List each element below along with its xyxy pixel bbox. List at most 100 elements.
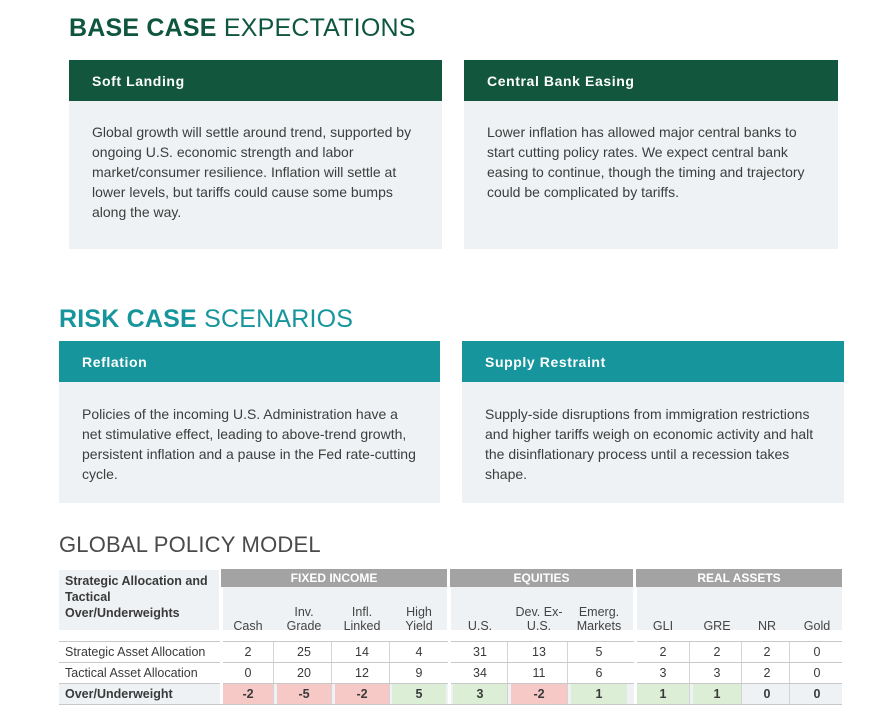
cell-divider (273, 642, 274, 662)
cell-divider (567, 642, 568, 662)
card-body: Policies of the incoming U.S. Administra… (82, 406, 416, 482)
card-heading: Central Bank Easing (464, 60, 838, 101)
table-cell: 31 (473, 645, 487, 659)
table-cell: 2 (244, 645, 252, 659)
column-header: Emerg. Markets (576, 605, 622, 633)
cell-divider (689, 684, 690, 704)
group-header-fixed-income: FIXED INCOME (221, 569, 447, 587)
table-cell: 1 (637, 684, 689, 704)
cell-divider (789, 663, 790, 683)
table-cell: 6 (595, 666, 603, 680)
table-cell: 4 (415, 645, 423, 659)
group-divider (220, 587, 223, 704)
cell-divider (507, 663, 508, 683)
cell-divider (789, 642, 790, 662)
cell-divider (741, 642, 742, 662)
risk-case-title-bold: RISK CASE (59, 305, 197, 333)
cell-divider (389, 642, 390, 662)
table-cell: -2 (223, 684, 273, 704)
table-cell: 2 (763, 645, 771, 659)
table-cell: 13 (532, 645, 546, 659)
base-case-title-rest: EXPECTATIONS (216, 14, 416, 42)
group-divider (448, 587, 451, 704)
column-header: Inv. Grade (286, 605, 322, 633)
column-header: Infl. Linked (343, 605, 381, 633)
table-cell: 2 (713, 645, 721, 659)
group-header-real-assets: REAL ASSETS (636, 569, 842, 587)
cell-divider (389, 684, 390, 704)
policy-model-title: GLOBAL POLICY MODEL (59, 532, 321, 557)
cell-divider (741, 663, 742, 683)
table-cell: 3 (453, 684, 507, 704)
card-soft-landing: Soft Landing Global growth will settle a… (69, 60, 442, 249)
card-supply-restraint: Supply Restraint Supply-side disruptions… (462, 341, 844, 503)
cell-divider (689, 642, 690, 662)
table-cell: 2 (659, 645, 667, 659)
card-heading: Soft Landing (69, 60, 442, 101)
table-cell: 0 (813, 666, 821, 680)
column-header: GLI (652, 619, 674, 633)
risk-case-title: RISK CASE SCENARIOS (59, 305, 353, 334)
policy-model-table: Strategic Allocation and Tactical Over/U… (59, 567, 842, 705)
row-header-label: Strategic Allocation and Tactical Over/U… (59, 570, 219, 630)
risk-case-title-rest: SCENARIOS (196, 305, 354, 333)
card-reflation: Reflation Policies of the incoming U.S. … (59, 341, 440, 503)
group-header-equities: EQUITIES (450, 569, 633, 587)
column-header: Cash (233, 619, 263, 633)
table-cell: 1 (693, 684, 741, 704)
column-header: NR (757, 619, 777, 633)
table-cell: -2 (335, 684, 389, 704)
cell-divider (567, 684, 568, 704)
table-row-label: Tactical Asset Allocation (65, 666, 198, 680)
cell-divider (567, 663, 568, 683)
table-cell: 14 (355, 645, 369, 659)
cell-divider (789, 684, 790, 704)
card-heading: Supply Restraint (462, 341, 844, 382)
table-cell: 9 (415, 666, 423, 680)
table-cell: 0 (793, 684, 841, 704)
group-header-background (636, 587, 842, 630)
cell-divider (389, 663, 390, 683)
table-cell: 12 (355, 666, 369, 680)
table-row-label: Strategic Asset Allocation (65, 645, 206, 659)
column-header: Gold (803, 619, 831, 633)
column-header: U.S. (467, 619, 493, 633)
cell-divider (507, 684, 508, 704)
table-cell: 34 (473, 666, 487, 680)
table-cell: 2 (763, 666, 771, 680)
cell-divider (689, 663, 690, 683)
cell-divider (331, 663, 332, 683)
column-header: High Yield (405, 605, 433, 633)
cell-divider (273, 663, 274, 683)
base-case-title-bold: BASE CASE (69, 14, 217, 42)
cell-divider (331, 642, 332, 662)
table-row-label: Over/Underweight (65, 687, 173, 701)
card-body: Lower inflation has allowed major centra… (487, 124, 805, 200)
table-cell: 1 (571, 684, 627, 704)
table-cell: -5 (277, 684, 331, 704)
cell-divider (331, 684, 332, 704)
column-header: GRE (703, 619, 731, 633)
table-cell: 5 (392, 684, 446, 704)
column-header: Dev. Ex-U.S. (515, 605, 563, 633)
table-cell: -2 (511, 684, 567, 704)
table-cell: 3 (713, 666, 721, 680)
card-body: Global growth will settle around trend, … (92, 124, 412, 220)
base-case-title: BASE CASE EXPECTATIONS (69, 14, 416, 43)
table-cell: 5 (595, 645, 603, 659)
cell-divider (741, 684, 742, 704)
table-cell: 20 (297, 666, 311, 680)
group-header-background (450, 587, 633, 630)
card-body: Supply-side disruptions from immigration… (485, 406, 814, 482)
group-divider (634, 587, 637, 704)
card-heading: Reflation (59, 341, 440, 382)
table-cell: 0 (244, 666, 252, 680)
table-cell: 11 (532, 666, 546, 680)
row-divider (59, 704, 842, 705)
cell-divider (273, 684, 274, 704)
cell-divider (507, 642, 508, 662)
table-cell: 25 (297, 645, 311, 659)
card-central-bank-easing: Central Bank Easing Lower inflation has … (464, 60, 838, 249)
table-cell: 0 (745, 684, 789, 704)
group-header-background (221, 587, 447, 630)
